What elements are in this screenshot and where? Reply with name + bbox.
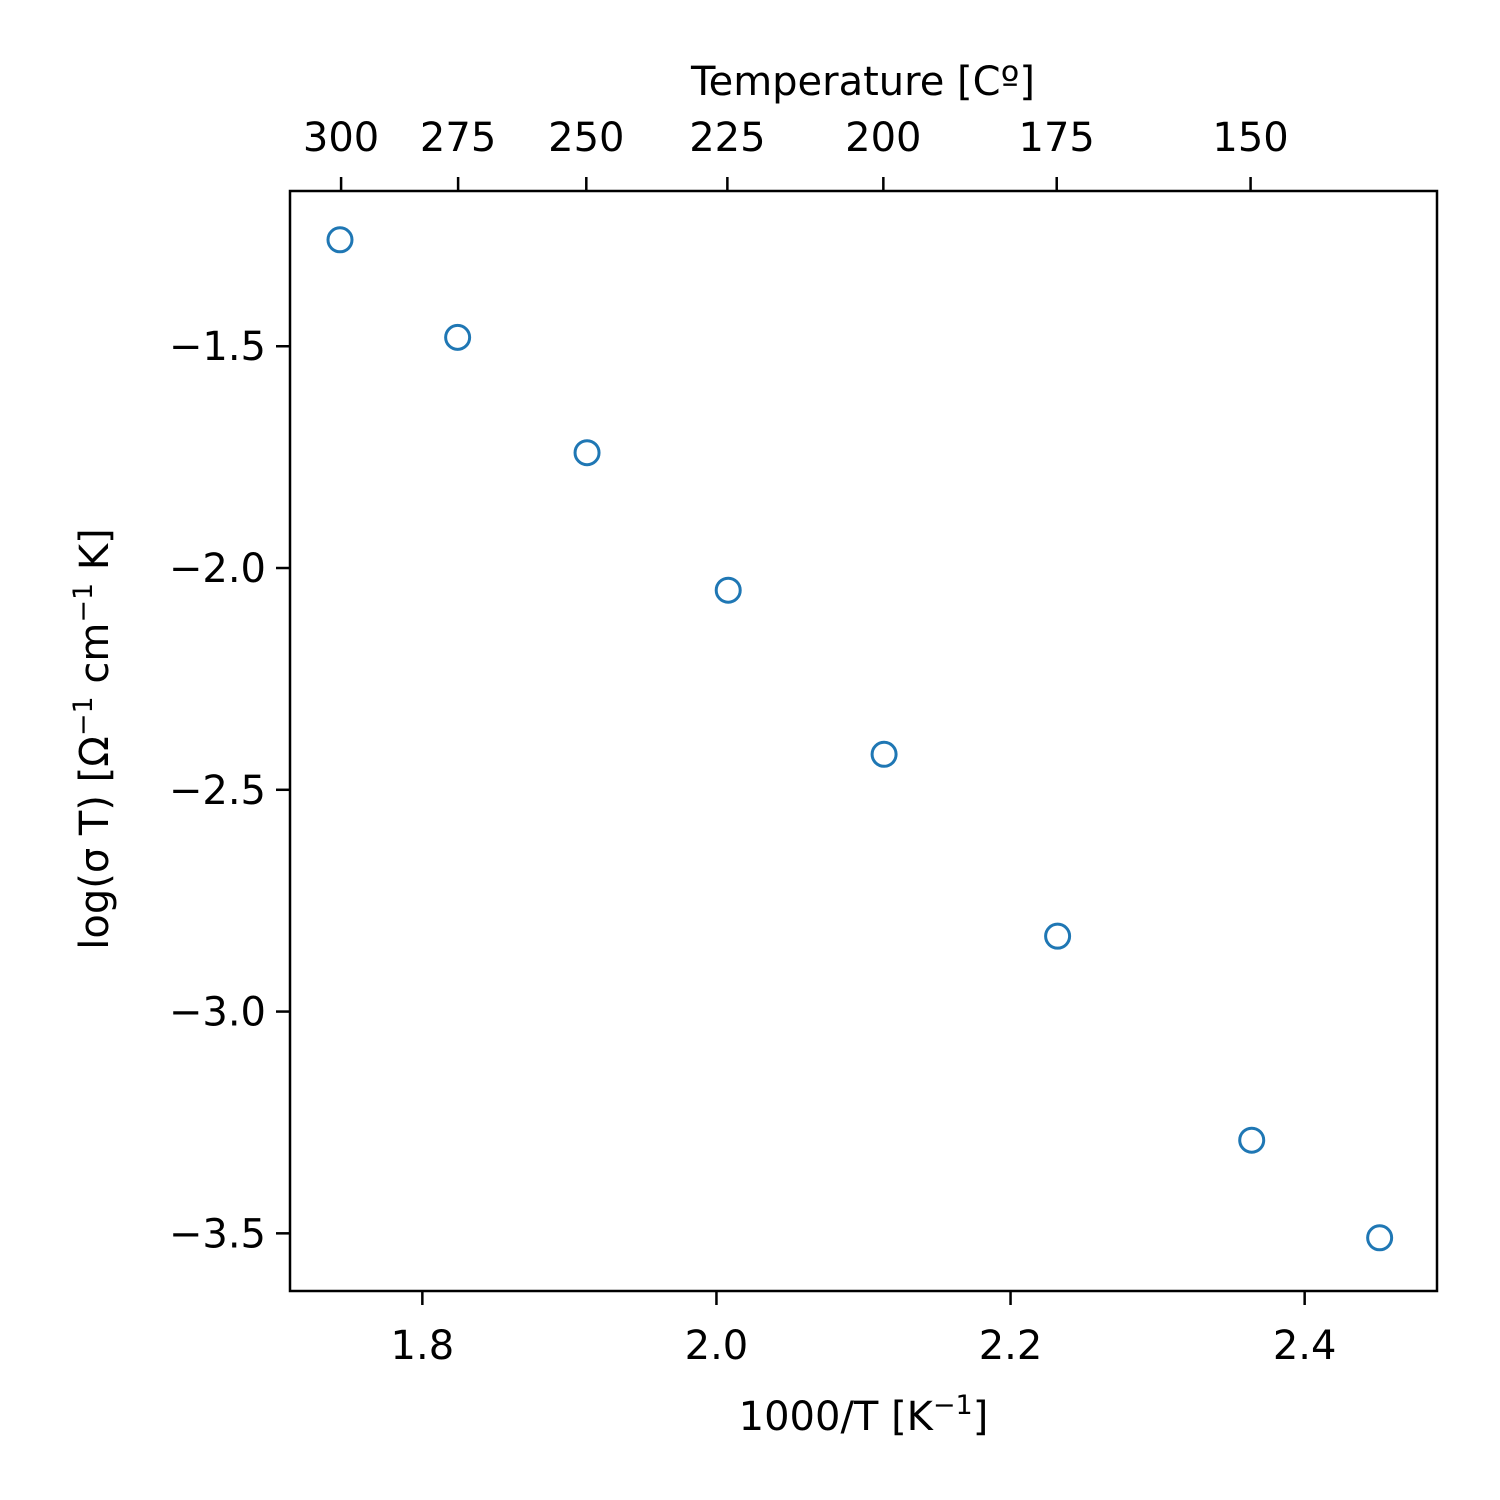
top-tick-label: 300 xyxy=(303,115,379,161)
top-tick-label: 150 xyxy=(1212,115,1288,161)
data-point xyxy=(870,740,898,768)
top-tick-label: 225 xyxy=(689,115,765,161)
data-points xyxy=(326,226,1394,1252)
y-tick-label: −1.5 xyxy=(169,324,266,370)
data-point xyxy=(1044,922,1072,950)
data-point xyxy=(573,439,601,467)
top-tick-label: 250 xyxy=(548,115,624,161)
x-tick-label: 2.0 xyxy=(685,1323,749,1369)
x-tick-label: 2.2 xyxy=(979,1323,1043,1369)
top-axis-ticks: 300 275 250 225 200 175 150 xyxy=(303,115,1289,191)
top-tick-label: 200 xyxy=(845,115,921,161)
data-point xyxy=(1238,1126,1266,1154)
top-axis-title: Temperature [Cº] xyxy=(690,59,1035,105)
y-axis-ticks: −1.5 −2.0 −2.5 −3.0 −3.5 xyxy=(169,324,290,1257)
y-tick-label: −2.5 xyxy=(169,768,266,814)
y-tick-label: −2.0 xyxy=(169,546,266,592)
data-point xyxy=(714,576,742,604)
plot-frame xyxy=(288,189,1439,1293)
y-axis-title: log(σ T) [Ω−1 cm−1 K] xyxy=(68,528,118,949)
x-tick-label: 2.4 xyxy=(1273,1323,1337,1369)
x-axis-ticks: 1.8 2.0 2.2 2.4 xyxy=(391,1291,1337,1369)
data-point xyxy=(1366,1224,1394,1252)
x-tick-label: 1.8 xyxy=(391,1323,455,1369)
data-point xyxy=(444,323,472,351)
y-tick-label: −3.5 xyxy=(169,1211,266,1257)
x-axis-title: 1000/T [K−1] xyxy=(739,1390,989,1440)
top-tick-label: 275 xyxy=(420,115,496,161)
data-point xyxy=(326,226,354,254)
y-tick-label: −3.0 xyxy=(169,990,266,1036)
top-tick-label: 175 xyxy=(1019,115,1095,161)
